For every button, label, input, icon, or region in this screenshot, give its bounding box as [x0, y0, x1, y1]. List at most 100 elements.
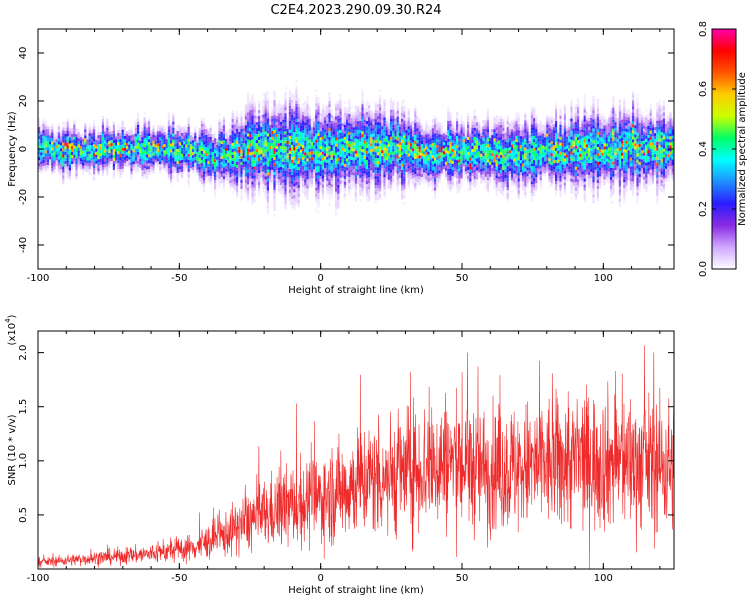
spectrogram-cell — [251, 181, 254, 185]
spectrogram-cell — [361, 194, 364, 198]
spectrogram-cell — [436, 139, 439, 142]
spectrogram-cell — [420, 150, 423, 153]
spectrogram-cell — [196, 145, 199, 149]
spectrogram-cell — [478, 130, 481, 134]
spectrogram-cell — [308, 139, 311, 143]
spectrogram-cell — [497, 116, 500, 120]
spectrogram-cell — [258, 128, 261, 131]
spectrogram-cell — [203, 162, 206, 166]
spectrogram-cell — [310, 169, 313, 173]
spectrogram-cell — [429, 132, 432, 136]
spectrogram-cell — [337, 124, 340, 128]
spectrogram-cell — [236, 158, 239, 162]
spectrogram-cell — [253, 127, 256, 131]
spectrogram-cell — [269, 113, 272, 116]
spectrogram-cell — [104, 128, 107, 132]
spectrogram-cell — [187, 123, 190, 127]
spectrogram-cell — [183, 126, 186, 130]
spectrogram-cell — [216, 162, 219, 166]
spectrogram-cell — [251, 190, 254, 194]
spectrogram-cell — [328, 122, 331, 126]
spectrogram-cell — [361, 107, 364, 111]
spectrogram-cell — [379, 188, 382, 192]
spectrogram-cell — [220, 135, 223, 138]
spectrogram-cell — [335, 143, 338, 147]
spectrogram-cell — [467, 143, 470, 146]
spectrogram-cell — [172, 145, 175, 149]
spectrogram-cell — [214, 171, 217, 175]
spectrogram-cell — [431, 134, 434, 138]
spectrogram-cell — [473, 184, 476, 188]
spectrogram-cell — [403, 192, 406, 196]
spectrogram-cell — [66, 166, 69, 170]
spectrogram-cell — [390, 160, 393, 164]
spectrogram-cell — [264, 197, 267, 201]
spectrogram-cell — [343, 142, 346, 146]
spectrogram-cell — [387, 158, 390, 162]
spectrogram-cell — [383, 123, 386, 127]
spectrogram-cell — [363, 176, 366, 180]
spectrogram-cell — [365, 154, 368, 157]
spectrogram-cell — [374, 194, 377, 198]
spectrogram-cell — [209, 172, 212, 176]
spectrogram-cell — [295, 178, 298, 182]
spectrogram-cell — [271, 112, 274, 116]
spectrogram-cell — [240, 146, 243, 150]
spectrogram-cell — [90, 154, 93, 158]
spectrogram-cell — [84, 129, 87, 133]
spectrogram-cell — [385, 175, 388, 179]
spectrogram-cell — [60, 139, 63, 143]
spectrogram-cell — [86, 148, 89, 152]
spectrogram-cell — [451, 175, 454, 179]
spectrogram-cell — [354, 114, 357, 118]
spectrogram-cell — [469, 160, 472, 164]
spectrogram-cell — [99, 147, 102, 150]
spectrogram-cell — [370, 176, 373, 180]
spectrogram-cell — [434, 121, 437, 125]
spectrogram-cell — [130, 141, 133, 145]
spectrogram-cell — [220, 156, 223, 159]
spectrogram-cell — [242, 176, 245, 180]
spectrogram-cell — [363, 116, 366, 120]
spectrogram-cell — [497, 182, 500, 186]
spectrogram-cell — [284, 137, 287, 141]
spectrogram-cell — [148, 154, 151, 158]
spectrogram-cell — [385, 178, 388, 182]
spectrogram-cell — [218, 148, 221, 152]
spectrogram-cell — [117, 157, 120, 161]
spectrogram-cell — [326, 117, 329, 121]
spectrogram-cell — [75, 170, 78, 174]
spectrogram-cell — [172, 175, 175, 179]
spectrogram-cell — [240, 197, 243, 201]
spectrogram-cell — [387, 161, 390, 165]
spectrogram-cell — [442, 157, 445, 161]
spectrogram-cell — [275, 155, 278, 158]
spectrogram-cell — [60, 157, 63, 161]
spectrogram-cell — [288, 189, 291, 193]
spectrogram-cell — [381, 165, 384, 169]
spectrogram-cell — [467, 125, 470, 128]
spectrogram-cell — [304, 137, 307, 141]
spectrogram-cell — [271, 181, 274, 185]
spectrogram-cell — [495, 118, 498, 122]
spectrogram-cell — [508, 132, 511, 136]
spectrogram-cell — [264, 125, 267, 129]
spectrogram-cell — [489, 143, 492, 147]
spectrogram-cell — [291, 105, 294, 109]
spectrogram-cell — [370, 119, 373, 123]
spectrogram-cell — [396, 110, 399, 114]
spectrogram-cell — [84, 126, 87, 130]
spectrogram-cell — [403, 168, 406, 172]
spectrogram-cell — [269, 152, 272, 155]
spectrogram-cell — [480, 159, 483, 163]
spectrogram-cell — [152, 152, 155, 156]
spectrogram-cell — [68, 152, 71, 156]
spectrogram-cell — [264, 191, 267, 195]
spectrogram-cell — [159, 134, 162, 138]
spectrogram-cell — [449, 117, 452, 121]
spectrogram-cell — [75, 158, 78, 162]
spectrogram-cell — [515, 135, 518, 139]
spectrogram-cell — [515, 144, 518, 148]
spectrogram-cell — [324, 150, 327, 154]
spectrogram-cell — [352, 127, 355, 131]
